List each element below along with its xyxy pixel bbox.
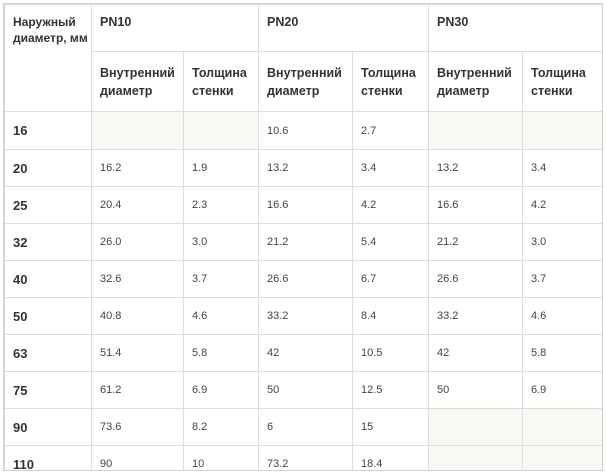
pn10-inner-cell: 73.6 [91,408,184,446]
pn20-wall-cell: 15 [352,408,429,446]
table-row: 63 51.4 5.8 42 10.5 42 5.8 [4,334,602,372]
header-pn20-inner-diameter: Внутренний диаметр [258,51,353,112]
pn10-inner-cell: 51.4 [91,334,184,372]
pn20-wall-cell: 3.4 [352,149,429,187]
pn20-inner-cell: 33.2 [258,297,353,335]
pn30-inner-cell: 13.2 [428,149,523,187]
pn10-wall-cell: 5.8 [183,334,259,372]
outer-diameter-cell: 20 [4,149,92,187]
pn10-inner-cell: 32.6 [91,260,184,298]
header-pn20-wall-thickness: Толщина стенки [352,51,429,112]
pn30-inner-cell [428,445,523,470]
header-row-groups: Наружный диаметр, мм PN10 PN20 PN30 [4,4,602,112]
table-row: 20 16.2 1.9 13.2 3.4 13.2 3.4 [4,149,602,187]
pn20-inner-cell: 6 [258,408,353,446]
header-pn30-inner-diameter: Внутренний диаметр [428,51,523,112]
pn10-wall-cell: 8.2 [183,408,259,446]
table-row: 25 20.4 2.3 16.6 4.2 16.6 4.2 [4,186,602,224]
pn20-wall-cell: 10.5 [352,334,429,372]
pn30-inner-cell: 21.2 [428,223,523,261]
pn10-wall-cell: 3.7 [183,260,259,298]
pn30-inner-cell: 42 [428,334,523,372]
pn20-inner-cell: 16.6 [258,186,353,224]
header-pn10-inner-diameter: Внутренний диаметр [91,51,184,112]
pn10-wall-cell: 6.9 [183,371,259,409]
table-row: 32 26.0 3.0 21.2 5.4 21.2 3.0 [4,223,602,261]
pn20-wall-cell: 18.4 [352,445,429,470]
pn30-wall-cell [522,111,602,150]
outer-diameter-cell: 110 [4,445,92,470]
pn10-inner-cell: 61.2 [91,371,184,409]
pn30-inner-cell [428,408,523,446]
pn20-inner-cell: 50 [258,371,353,409]
table-row: 16 10.6 2.7 [4,111,602,150]
pn10-wall-cell [183,111,259,150]
table-row: 50 40.8 4.6 33.2 8.4 33.2 4.6 [4,297,602,335]
pn20-wall-cell: 6.7 [352,260,429,298]
pn10-wall-cell: 10 [183,445,259,470]
table-row: 75 61.2 6.9 50 12.5 50 6.9 [4,371,602,409]
pn10-wall-cell: 3.0 [183,223,259,261]
header-row-subcolumns: Внутренний диаметр Толщина стенки Внутре… [5,51,602,112]
pn10-wall-cell: 2.3 [183,186,259,224]
header-outer-diameter: Наружный диаметр, мм [4,4,92,112]
pipe-dimensions-table-frame: Наружный диаметр, мм PN10 PN20 PN30 Внут… [3,3,603,471]
outer-diameter-cell: 90 [4,408,92,446]
pn20-wall-cell: 4.2 [352,186,429,224]
header-pn30-wall-thickness: Толщина стенки [522,51,602,112]
pn20-inner-cell: 10.6 [258,111,353,150]
header-pn10-wall-thickness: Толщина стенки [183,51,259,112]
header-group-pn10: PN10 [91,4,259,52]
table-row: 40 32.6 3.7 26.6 6.7 26.6 3.7 [4,260,602,298]
pn30-wall-cell: 6.9 [522,371,602,409]
pn30-wall-cell: 3.0 [522,223,602,261]
pn30-inner-cell: 26.6 [428,260,523,298]
outer-diameter-cell: 16 [4,111,92,150]
pn20-inner-cell: 21.2 [258,223,353,261]
header-group-pn30: PN30 [428,4,602,52]
pn30-wall-cell: 3.4 [522,149,602,187]
pn10-inner-cell: 26.0 [91,223,184,261]
pn30-wall-cell: 3.7 [522,260,602,298]
pn30-wall-cell [522,445,602,470]
pn10-inner-cell [91,111,184,150]
pn30-inner-cell [428,111,523,150]
pn10-inner-cell: 16.2 [91,149,184,187]
outer-diameter-cell: 32 [4,223,92,261]
pn20-inner-cell: 13.2 [258,149,353,187]
outer-diameter-cell: 25 [4,186,92,224]
pn10-inner-cell: 90 [91,445,184,470]
pn20-wall-cell: 2.7 [352,111,429,150]
pn30-wall-cell: 4.2 [522,186,602,224]
header-group-pn20: PN20 [258,4,429,52]
pn10-wall-cell: 4.6 [183,297,259,335]
outer-diameter-cell: 63 [4,334,92,372]
pn10-inner-cell: 20.4 [91,186,184,224]
outer-diameter-cell: 75 [4,371,92,409]
pn20-wall-cell: 8.4 [352,297,429,335]
outer-diameter-cell: 40 [4,260,92,298]
pn10-inner-cell: 40.8 [91,297,184,335]
pn20-wall-cell: 5.4 [352,223,429,261]
outer-diameter-cell: 50 [4,297,92,335]
table-row: 110 90 10 73.2 18.4 [4,445,602,470]
pn30-inner-cell: 33.2 [428,297,523,335]
table-row: 90 73.6 8.2 6 15 [4,408,602,446]
pn20-inner-cell: 42 [258,334,353,372]
pn30-wall-cell: 4.6 [522,297,602,335]
pn30-wall-cell: 5.8 [522,334,602,372]
pn30-wall-cell [522,408,602,446]
pn20-inner-cell: 26.6 [258,260,353,298]
pn10-wall-cell: 1.9 [183,149,259,187]
pn20-wall-cell: 12.5 [352,371,429,409]
pn30-inner-cell: 50 [428,371,523,409]
pipe-dimensions-table: Наружный диаметр, мм PN10 PN20 PN30 Внут… [4,4,602,470]
pn20-inner-cell: 73.2 [258,445,353,470]
pn30-inner-cell: 16.6 [428,186,523,224]
